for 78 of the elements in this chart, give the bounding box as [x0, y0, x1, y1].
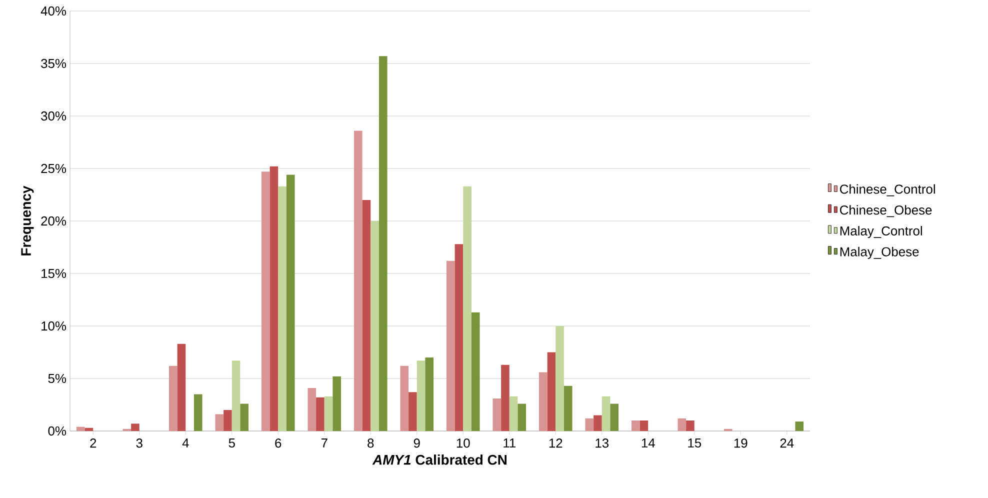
x-tick-label: 14 [642, 438, 655, 448]
bar [261, 172, 270, 431]
y-tick-label: 20% [41, 216, 66, 226]
bar [194, 394, 202, 431]
bar [446, 260, 455, 431]
x-tick-label: 8 [368, 438, 374, 448]
x-tick-label: 5 [228, 438, 235, 448]
bar [585, 418, 594, 431]
bar [131, 424, 140, 431]
bar [370, 221, 379, 431]
bar [76, 426, 85, 431]
bar [686, 420, 694, 431]
legend-label: Malay_Control [840, 226, 922, 238]
y-tick-label: 40% [40, 6, 66, 16]
bar [631, 420, 640, 431]
bar [308, 388, 316, 431]
bar [400, 366, 409, 431]
bar [270, 166, 278, 431]
bar [286, 174, 295, 431]
bar [471, 312, 480, 431]
bar [501, 364, 510, 431]
y-tick-label: 35% [41, 58, 66, 68]
bar [795, 422, 804, 431]
bar [602, 396, 610, 431]
x-tick-label: 24 [780, 438, 794, 448]
bar [168, 366, 178, 431]
bar [224, 410, 232, 431]
x-axis-title: AMY1 Calibrated CN [372, 454, 506, 465]
bar [610, 404, 619, 431]
bar [640, 420, 648, 431]
legend-label: Malay_Obese [840, 246, 919, 259]
bar [509, 396, 518, 431]
bar [354, 130, 362, 431]
x-tick-label: 12 [549, 438, 562, 448]
x-tick-label: 3 [136, 438, 142, 448]
bar [416, 360, 426, 431]
x-tick-label: 19 [734, 438, 748, 448]
y-tick-label: 0% [48, 426, 66, 436]
bar [240, 404, 249, 431]
x-tick-label: 11 [504, 438, 516, 448]
bar [556, 326, 564, 431]
y-tick-label: 30% [41, 111, 66, 121]
bar [518, 404, 526, 431]
bar [332, 376, 342, 431]
bar [324, 396, 333, 431]
bar [84, 428, 94, 431]
bar [564, 386, 572, 431]
bar [594, 415, 602, 431]
bar [215, 414, 224, 431]
x-tick-label: 13 [596, 438, 609, 448]
bar [678, 418, 686, 431]
bar [232, 360, 240, 431]
y-axis-title: Frequency [21, 186, 34, 256]
legend-label: Chinese_Control [840, 184, 935, 196]
bar [278, 186, 286, 431]
x-tick-label: 9 [414, 438, 420, 448]
bar [538, 372, 548, 431]
y-tick-label: 10% [42, 321, 66, 331]
x-tick-label: 10 [456, 438, 470, 448]
legend-label: Chinese_Obese [840, 205, 932, 218]
bar [378, 56, 388, 431]
bar [316, 397, 324, 431]
bar [463, 186, 472, 431]
bar [547, 352, 556, 431]
bar [362, 200, 371, 431]
y-tick-label: 5% [48, 374, 66, 384]
x-tick-label: 4 [182, 438, 189, 448]
bar [177, 344, 186, 431]
y-tick-label: 15% [42, 268, 66, 278]
bar [454, 244, 464, 431]
bar [425, 358, 434, 431]
bar [492, 398, 502, 431]
x-tick-label: 2 [90, 438, 96, 448]
y-tick-label: 25% [41, 164, 66, 174]
x-tick-label: 7 [321, 438, 328, 448]
bar [408, 392, 417, 431]
x-tick-label: 15 [688, 438, 702, 448]
x-tick-label: 6 [275, 438, 282, 448]
